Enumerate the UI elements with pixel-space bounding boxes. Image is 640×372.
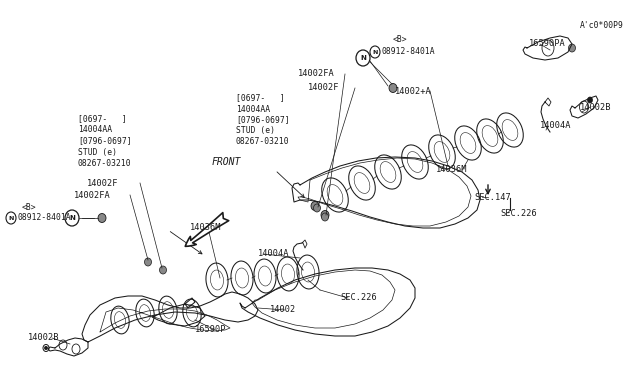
Text: 08912-8401A: 08912-8401A — [381, 48, 435, 57]
Text: 14002FA: 14002FA — [298, 70, 335, 78]
Ellipse shape — [588, 97, 593, 103]
Ellipse shape — [389, 83, 397, 93]
Text: [0697-   ]: [0697- ] — [78, 115, 127, 124]
Text: 16590PA: 16590PA — [529, 39, 566, 48]
Text: 16590P: 16590P — [195, 326, 227, 334]
Text: 14002FA: 14002FA — [74, 190, 111, 199]
Text: 14002+A: 14002+A — [395, 87, 432, 96]
Text: 14004AA: 14004AA — [78, 125, 112, 135]
Text: FRONT: FRONT — [212, 157, 241, 167]
Ellipse shape — [321, 211, 329, 219]
Text: STUD (e): STUD (e) — [78, 148, 117, 157]
Ellipse shape — [98, 214, 106, 222]
Text: 14002F: 14002F — [87, 179, 118, 187]
Text: 14002B: 14002B — [28, 334, 60, 343]
Text: 14004A: 14004A — [540, 122, 572, 131]
Text: SEC.147: SEC.147 — [474, 192, 511, 202]
Text: STUD (e): STUD (e) — [236, 126, 275, 135]
Text: N: N — [360, 55, 366, 61]
Text: A'c0*00P9: A'c0*00P9 — [580, 22, 624, 31]
Text: <B>: <B> — [22, 202, 36, 212]
Text: 14002F: 14002F — [308, 83, 339, 93]
Text: [0796-0697]: [0796-0697] — [78, 137, 132, 145]
Text: N: N — [372, 49, 378, 55]
Ellipse shape — [568, 44, 575, 52]
Ellipse shape — [45, 346, 47, 350]
Ellipse shape — [311, 202, 319, 211]
Text: 08267-03210: 08267-03210 — [236, 138, 290, 147]
Text: <B>: <B> — [393, 35, 408, 45]
Text: N: N — [69, 215, 75, 221]
Text: 14036M: 14036M — [436, 166, 467, 174]
Text: [0697-   ]: [0697- ] — [236, 93, 285, 103]
Text: 14004A: 14004A — [258, 250, 289, 259]
Ellipse shape — [314, 204, 321, 212]
Text: N: N — [8, 215, 13, 221]
Ellipse shape — [159, 266, 166, 274]
Ellipse shape — [321, 213, 328, 221]
Text: 14004AA: 14004AA — [236, 105, 270, 113]
Text: 14002: 14002 — [270, 305, 296, 314]
Ellipse shape — [145, 258, 152, 266]
Text: 14002B: 14002B — [580, 103, 611, 112]
Text: SEC.226: SEC.226 — [500, 208, 537, 218]
Text: SEC.226: SEC.226 — [340, 294, 377, 302]
Text: 14036M: 14036M — [190, 224, 221, 232]
Text: 08267-03210: 08267-03210 — [78, 158, 132, 167]
Text: 08912-8401A: 08912-8401A — [17, 214, 70, 222]
Text: [0796-0697]: [0796-0697] — [236, 115, 290, 125]
